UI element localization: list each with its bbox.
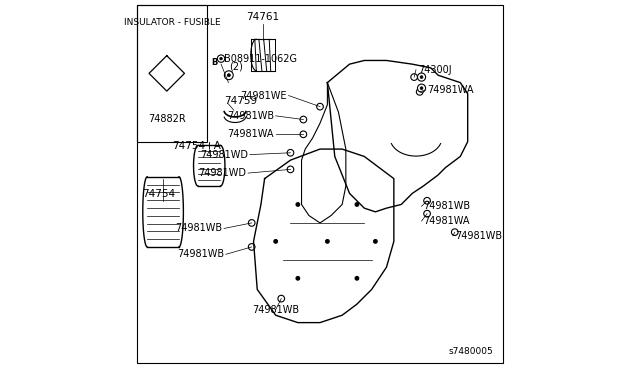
Circle shape (317, 103, 323, 110)
Text: 74981WA: 74981WA (227, 129, 274, 139)
Circle shape (287, 166, 294, 173)
Text: 74981WE: 74981WE (240, 90, 287, 100)
Circle shape (287, 150, 294, 156)
Circle shape (248, 244, 255, 250)
Text: 74754+A: 74754+A (172, 141, 221, 151)
Text: 74981WB: 74981WB (227, 111, 274, 121)
Text: B: B (211, 58, 218, 67)
Circle shape (420, 76, 423, 78)
Text: 74882R: 74882R (148, 114, 186, 124)
Circle shape (411, 74, 417, 80)
Text: 74754: 74754 (142, 189, 175, 199)
Text: 74981WD: 74981WD (198, 168, 246, 178)
Text: 74981WB: 74981WB (175, 224, 222, 234)
Circle shape (300, 131, 307, 138)
Text: 74759: 74759 (224, 96, 257, 106)
Text: 74300J: 74300J (418, 65, 451, 75)
Circle shape (274, 240, 278, 243)
Bar (137, 5, 207, 142)
Text: B08911-1062G: B08911-1062G (224, 54, 297, 64)
Text: (2): (2) (230, 61, 243, 71)
Text: 74761: 74761 (246, 12, 279, 22)
Circle shape (296, 203, 300, 206)
Text: 74981WA: 74981WA (424, 216, 470, 226)
Circle shape (355, 203, 359, 206)
Text: s7480005: s7480005 (449, 347, 493, 356)
Circle shape (374, 240, 377, 243)
Circle shape (300, 116, 307, 123)
Circle shape (424, 198, 430, 204)
Text: 74981WB: 74981WB (177, 249, 224, 259)
Text: 74981WB: 74981WB (424, 201, 470, 211)
Circle shape (417, 89, 423, 95)
Circle shape (248, 219, 255, 226)
Circle shape (355, 276, 359, 280)
Circle shape (417, 84, 426, 92)
Text: 74981WA: 74981WA (427, 85, 474, 95)
Circle shape (326, 240, 329, 243)
Text: 74981WB: 74981WB (252, 305, 300, 315)
Circle shape (424, 211, 430, 217)
Text: 74981WD: 74981WD (200, 150, 248, 160)
Circle shape (420, 87, 423, 90)
Circle shape (417, 73, 426, 81)
Circle shape (227, 74, 230, 77)
Circle shape (278, 295, 285, 302)
Circle shape (296, 276, 300, 280)
Text: 74981WB: 74981WB (455, 231, 502, 241)
Circle shape (451, 229, 458, 235)
Circle shape (218, 55, 225, 62)
Circle shape (225, 71, 233, 80)
Circle shape (220, 57, 222, 60)
Text: INSULATOR - FUSIBLE: INSULATOR - FUSIBLE (124, 18, 221, 27)
